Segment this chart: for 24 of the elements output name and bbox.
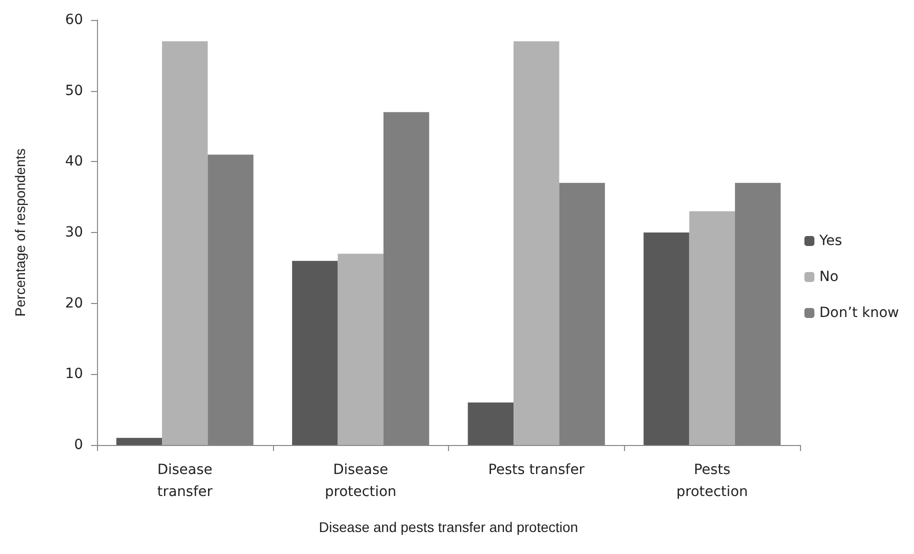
y-tick-label: 0 [74, 437, 83, 453]
x-tick-label: Pests protection [676, 462, 748, 500]
y-tick-label: 40 [65, 154, 83, 170]
y-tick-label: 60 [65, 12, 83, 28]
y-tick-label: 30 [65, 224, 83, 240]
bar [468, 402, 514, 445]
y-axis-title: Percentage of respondents [12, 148, 28, 317]
bar [162, 41, 208, 445]
bar [514, 41, 560, 445]
bar [116, 438, 162, 445]
y-tick-label: 50 [65, 82, 83, 99]
legend-label: Don’t know [819, 305, 900, 321]
y-tick-label: 20 [65, 295, 83, 312]
x-tick-label: Pests transfer [488, 462, 585, 478]
bar [689, 211, 735, 445]
x-tick-label: Disease protection [324, 462, 396, 500]
y-tick-label: 10 [65, 366, 83, 382]
bar [644, 232, 690, 445]
x-axis-title: Disease and pests transfer and protection [318, 519, 578, 535]
x-tick-label: Disease transfer [157, 462, 213, 500]
bar [292, 260, 338, 445]
legend-label: Yes [818, 233, 842, 249]
bar [338, 254, 384, 445]
legend-label: No [819, 269, 838, 285]
